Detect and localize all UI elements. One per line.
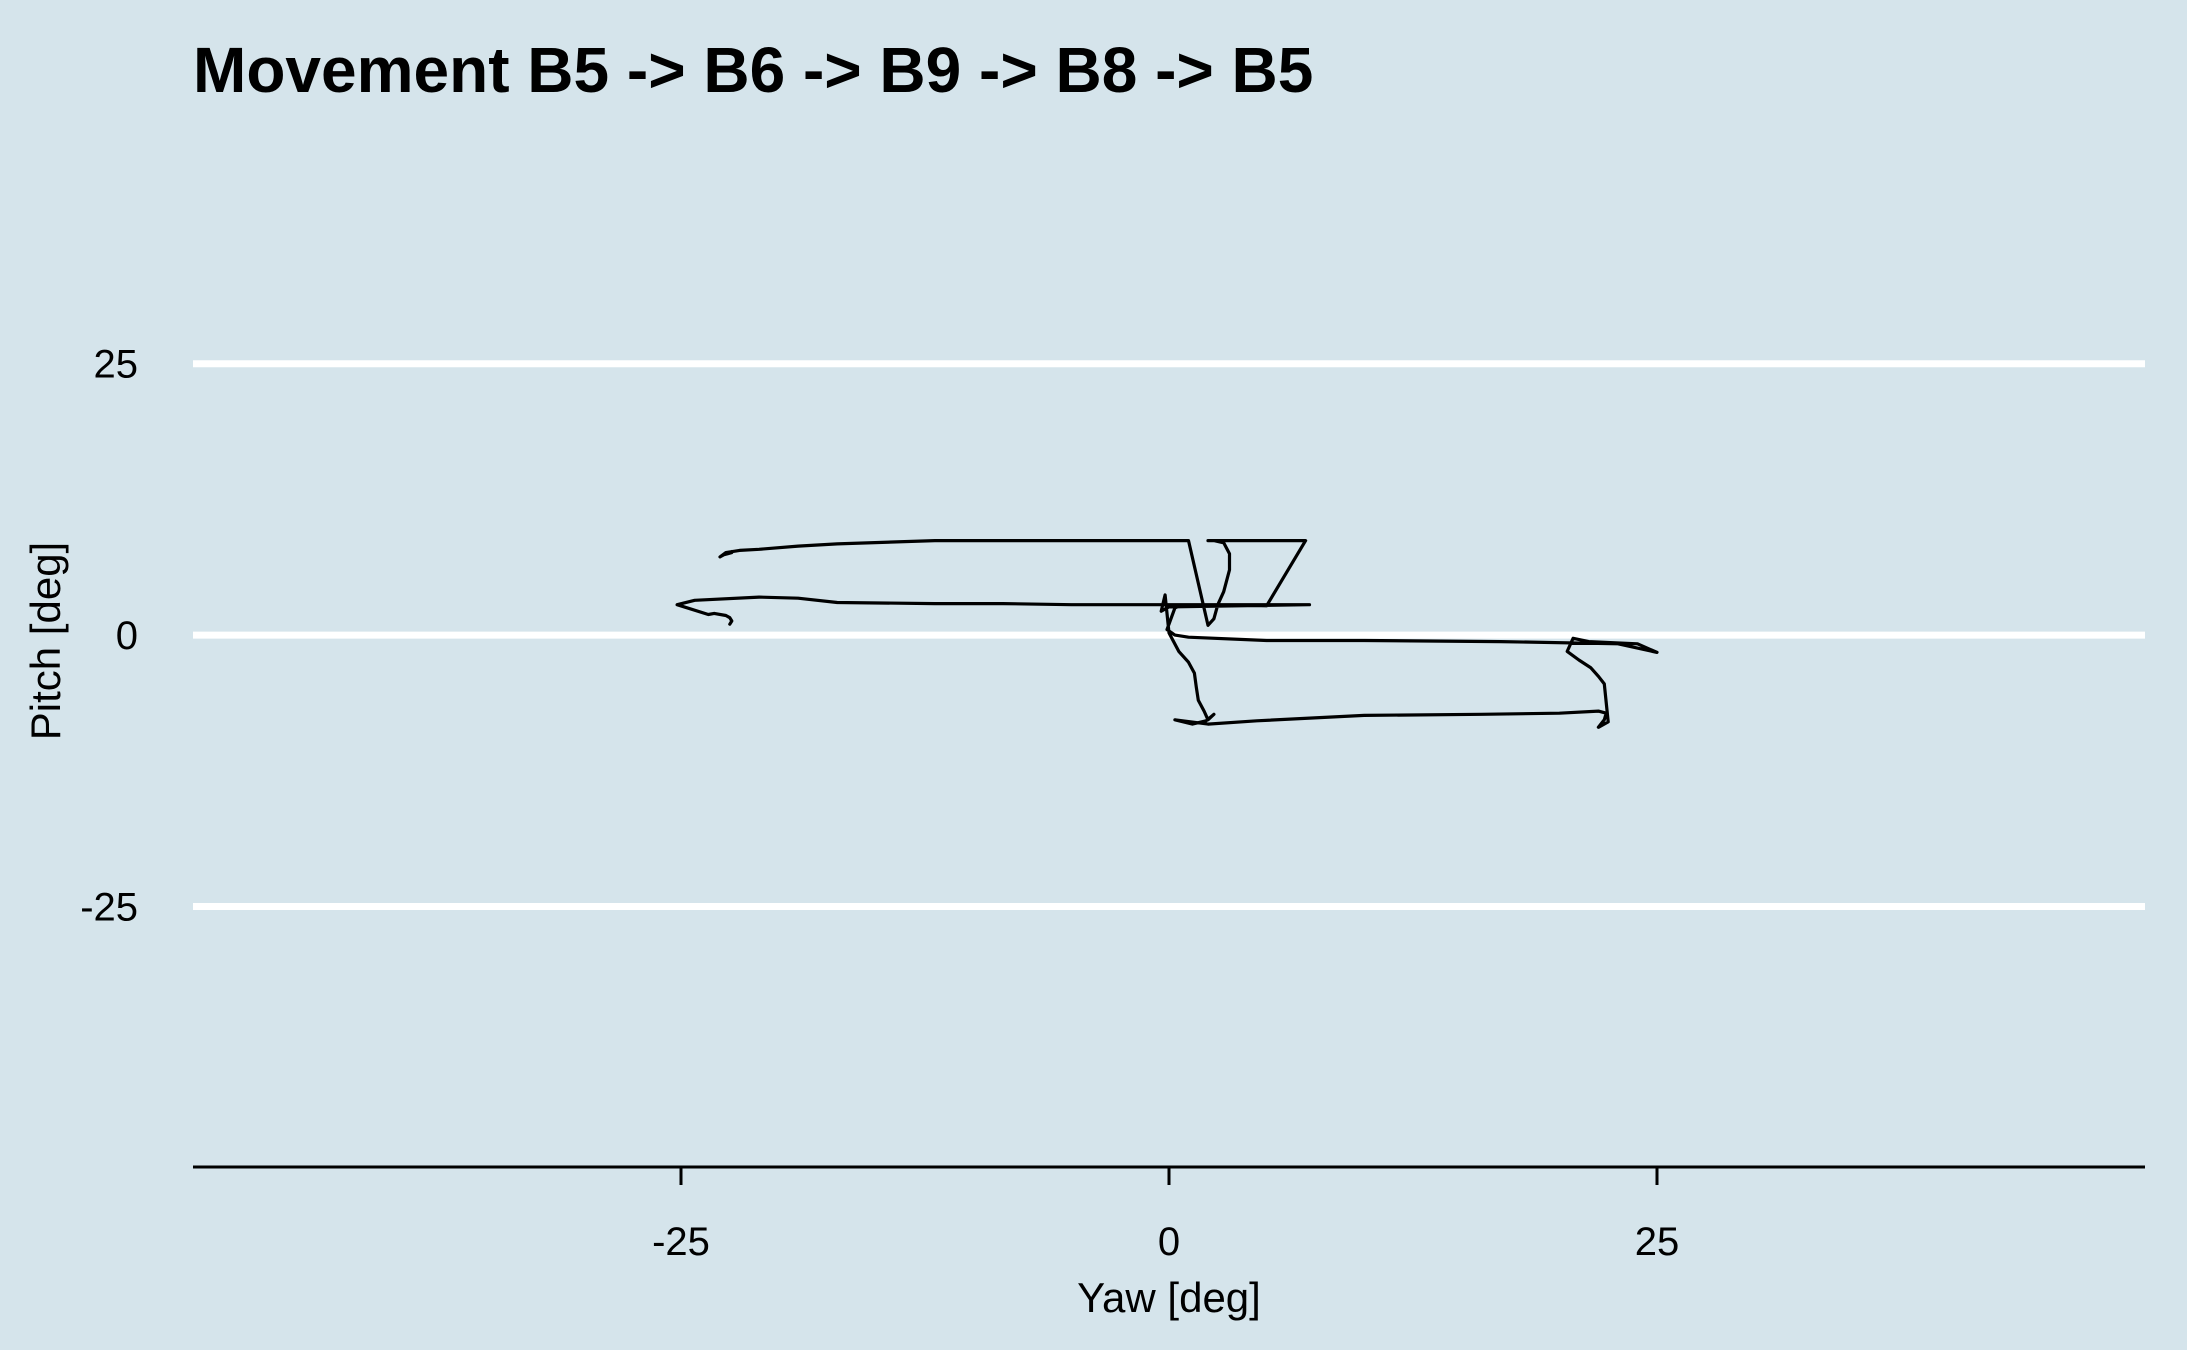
y-tick-label-1: 0 [116,614,138,658]
series-group [675,538,1659,729]
trajectory-line-0 [675,538,1659,729]
x-axis-label: Yaw [deg] [1077,1274,1261,1321]
y-tick-label-0: 25 [94,343,139,387]
chart-title: Movement B5 -> B6 -> B9 -> B8 -> B5 [193,34,1313,106]
x-tick-label-2: 25 [1635,1220,1680,1264]
y-tick-label-2: -25 [80,885,138,929]
x-tick-labels: -25 0 25 [652,1220,1679,1264]
y-tick-labels: 25 0 -25 [80,343,138,930]
x-axis [193,1165,2145,1185]
x-tick-label-1: 0 [1158,1220,1180,1264]
x-tick-label-0: -25 [652,1220,710,1264]
y-axis-label: Pitch [deg] [22,542,69,740]
